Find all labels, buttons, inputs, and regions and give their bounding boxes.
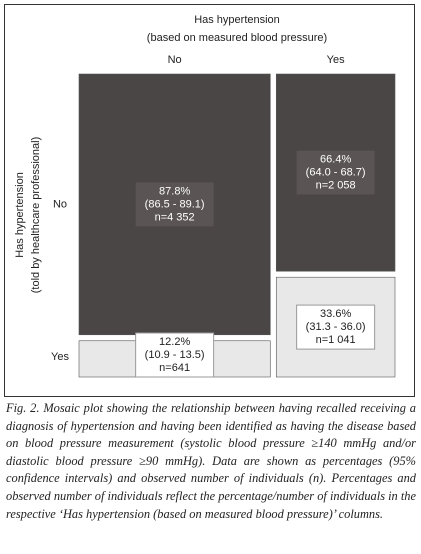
value-label: 33.6%	[320, 308, 351, 320]
row-label: No	[53, 198, 67, 210]
label-box	[296, 304, 376, 350]
ci-label: (86.5 - 89.1)	[145, 198, 205, 210]
n-label: n=4 352	[155, 211, 195, 223]
n-label: n=641	[159, 362, 190, 374]
n-label: n=1 041	[316, 334, 356, 346]
column-label: No	[168, 54, 182, 66]
y-label: Has hypertension	[14, 172, 26, 258]
value-label: 87.8%	[159, 185, 190, 197]
y-sublabel: (told by healthcare professional)	[30, 137, 42, 294]
frame	[4, 4, 415, 397]
caption: Fig. 2. Mosaic plot showing the relation…	[6, 401, 416, 521]
label-box	[135, 182, 214, 227]
n-label: n=2 058	[316, 180, 356, 192]
value-label: 66.4%	[320, 154, 351, 166]
ci-label: (31.3 - 36.0)	[306, 321, 366, 333]
chart-title: Has hypertension	[194, 14, 280, 26]
label-box	[296, 150, 375, 195]
row-label: Yes	[51, 351, 69, 363]
cell	[78, 73, 271, 336]
value-label: 12.2%	[159, 336, 190, 348]
label-box	[135, 332, 215, 378]
ci-label: (10.9 - 13.5)	[145, 349, 205, 361]
chart-subtitle: (based on measured blood pressure)	[147, 32, 327, 44]
ci-label: (64.0 - 68.7)	[306, 167, 366, 179]
chart: Has hypertension (based on measured bloo…	[4, 4, 415, 397]
column-label: Yes	[327, 54, 345, 66]
